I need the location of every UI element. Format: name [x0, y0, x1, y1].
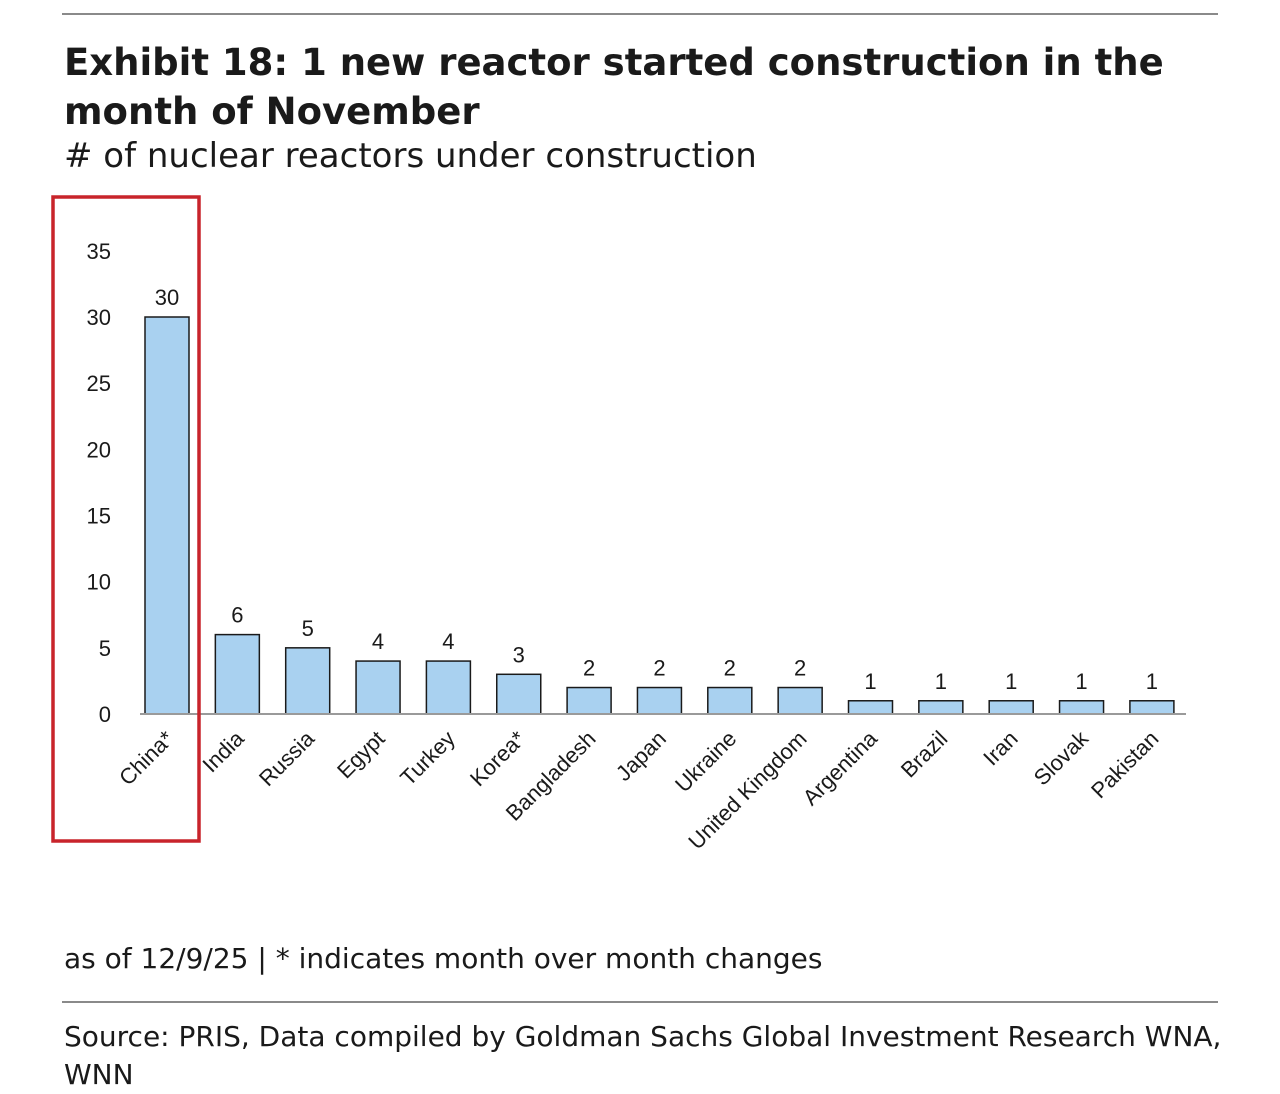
y-tick-label: 30 — [87, 305, 111, 330]
data-label: 4 — [442, 629, 454, 654]
y-tick-label: 0 — [99, 702, 111, 727]
y-tick-label: 25 — [87, 371, 111, 396]
data-label: 4 — [372, 629, 384, 654]
y-tick-label: 20 — [87, 437, 111, 462]
x-tick-label: India — [197, 725, 249, 777]
x-tick-label: Russia — [254, 725, 320, 791]
bar — [1058, 700, 1105, 715]
bar — [355, 660, 401, 715]
bar — [425, 660, 472, 715]
bar — [144, 316, 190, 715]
bar — [918, 700, 964, 715]
x-tick-label: Slovak — [1029, 725, 1094, 790]
bar — [284, 647, 331, 715]
x-tick-label: Iran — [978, 726, 1022, 770]
chart-subtitle: # of nuclear reactors under construction — [64, 136, 757, 176]
bar — [988, 700, 1034, 715]
chart-source: Source: PRIS, Data compiled by Goldman S… — [64, 1020, 1222, 1091]
bar — [1129, 700, 1175, 715]
bar — [636, 686, 683, 715]
bar — [496, 673, 542, 715]
chart-title: Exhibit 18: 1 new reactor started constr… — [64, 41, 1164, 133]
data-label: 3 — [513, 642, 525, 667]
bar — [707, 686, 753, 715]
y-tick-label: 5 — [99, 636, 111, 661]
data-label: 6 — [231, 603, 243, 628]
data-label: 2 — [653, 656, 665, 681]
data-label: 1 — [1005, 669, 1017, 694]
highlight-box — [51, 195, 201, 843]
x-tick-label: Ukraine — [670, 726, 741, 797]
data-label: 1 — [935, 669, 947, 694]
data-label: 30 — [155, 285, 179, 310]
data-label: 1 — [1146, 669, 1158, 694]
x-tick-label: China* — [114, 726, 179, 791]
data-label: 2 — [794, 656, 806, 681]
data-label: 1 — [864, 669, 876, 694]
x-tick-label: Turkey — [395, 726, 460, 791]
bar — [214, 633, 261, 715]
x-tick-label: Argentina — [798, 725, 883, 810]
y-tick-label: 35 — [87, 239, 111, 264]
bar — [777, 686, 823, 715]
x-tick-label: United Kingdom — [683, 726, 811, 854]
top-rule — [62, 13, 1218, 15]
data-label: 1 — [1075, 669, 1087, 694]
data-label: 5 — [302, 616, 314, 641]
x-tick-label: Japan — [611, 726, 671, 786]
x-tick-label: Korea* — [465, 726, 531, 792]
bar — [847, 700, 894, 715]
bar — [566, 686, 612, 715]
x-tick-label: Brazil — [896, 726, 953, 783]
x-tick-label: Pakistan — [1086, 726, 1163, 803]
data-label: 2 — [724, 656, 736, 681]
x-tick-label: Egypt — [332, 726, 389, 783]
bottom-rule — [62, 1001, 1218, 1003]
y-tick-label: 15 — [87, 504, 111, 529]
chart-note: as of 12/9/25 | * indicates month over m… — [64, 942, 823, 975]
data-label: 2 — [583, 656, 595, 681]
y-tick-label: 10 — [87, 570, 111, 595]
